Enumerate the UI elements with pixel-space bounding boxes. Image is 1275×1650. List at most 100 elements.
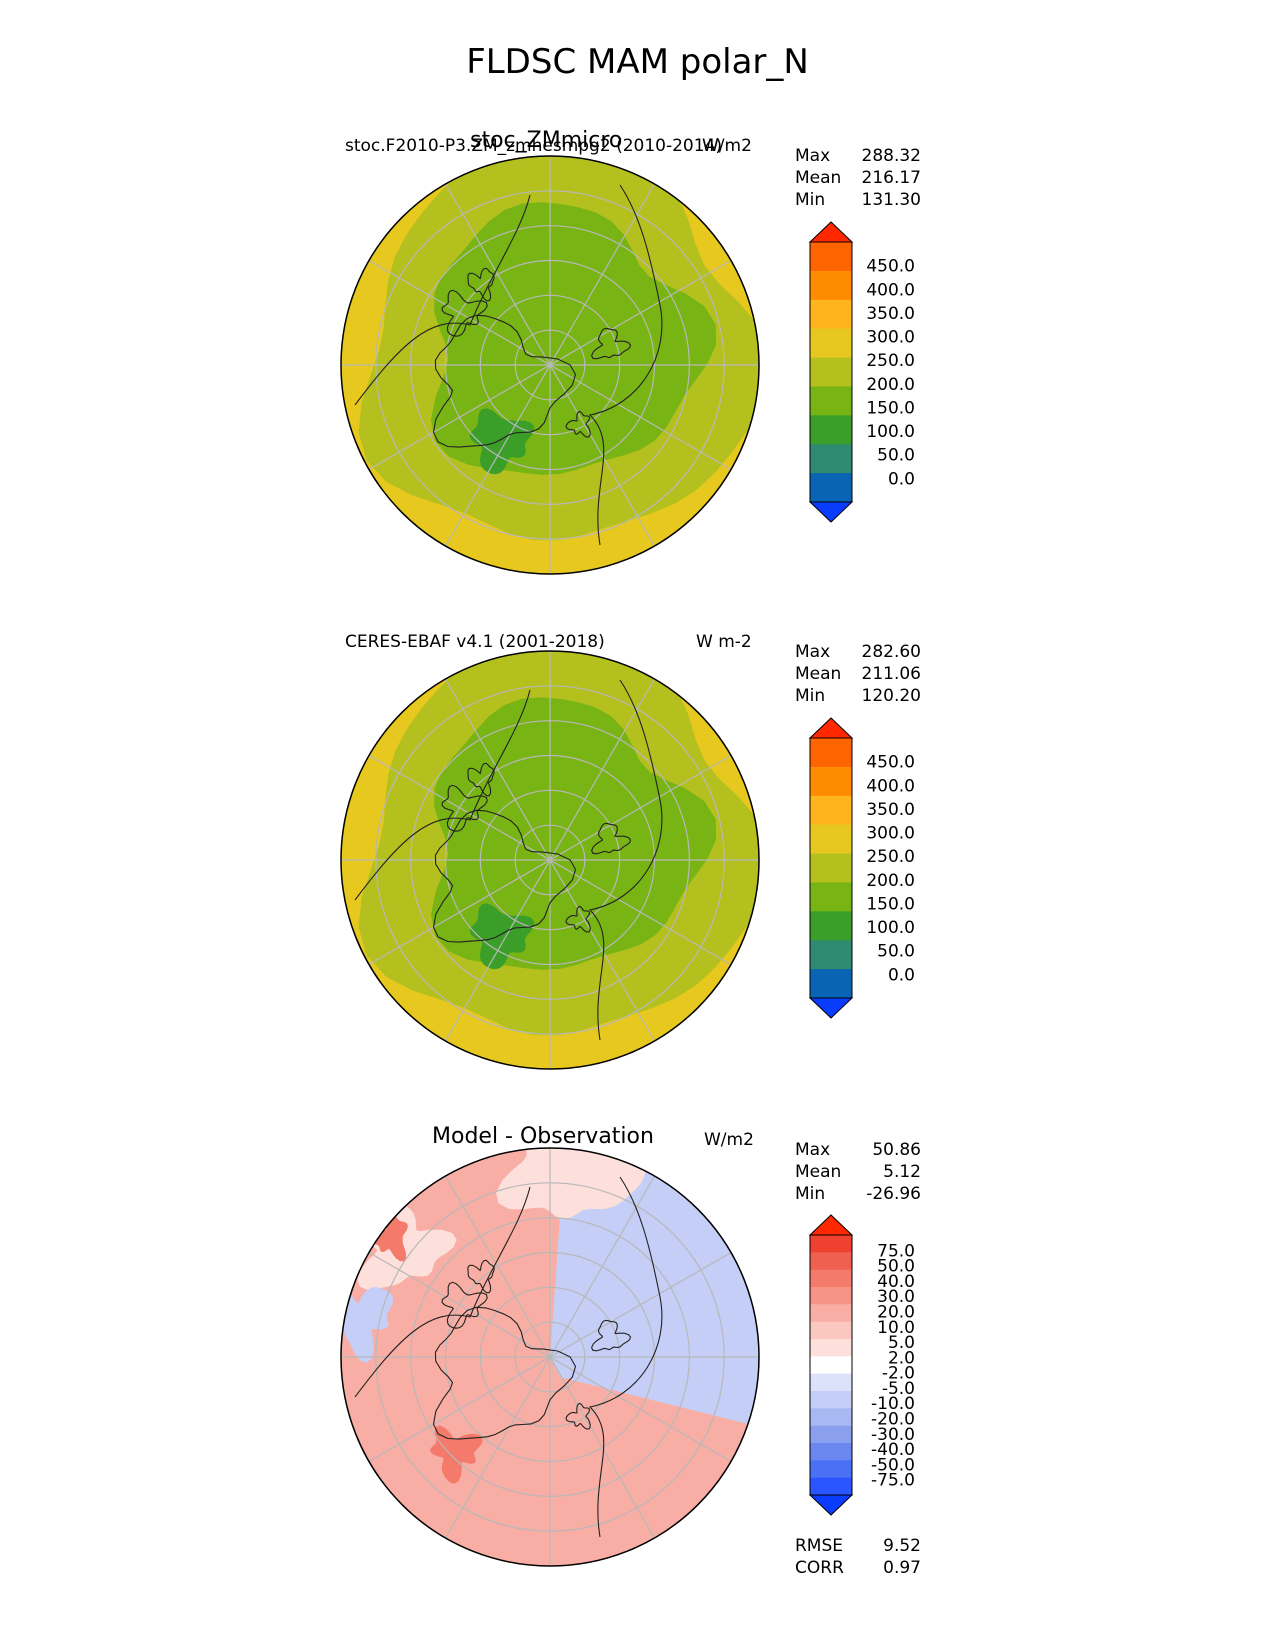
field-light-region xyxy=(496,1148,646,1219)
colorbar-segment xyxy=(810,1391,852,1409)
colorbar-tick-label: 75.0 xyxy=(877,1241,915,1261)
panel-1-center-title: stoc_ZMmicro xyxy=(470,128,623,153)
colorbar-tick-label: 450.0 xyxy=(866,753,915,773)
colorbar-tick-label: 2.0 xyxy=(888,1348,915,1368)
panel-2-map xyxy=(340,650,760,1070)
panel-2-max: 282.60 xyxy=(861,642,921,662)
panel-1-colorbar: 450.0 400.0 350.0 300.0 250.0 200.0 150.0 100.0… xyxy=(808,221,915,523)
panel-3-colorbar: 75.050.040.030.020.010.05.02.0-2.0-5.0-1… xyxy=(808,1214,915,1516)
colorbar-tick-label: 100.0 xyxy=(866,918,915,938)
island-coastline xyxy=(441,1281,488,1329)
colorbar-segment xyxy=(810,824,852,855)
north-america-coastline xyxy=(354,1186,531,1398)
colorbar-tick-label: -5.0 xyxy=(882,1379,915,1399)
panel-3-units: W/m2 xyxy=(704,1130,754,1150)
island-coastline xyxy=(467,267,495,302)
island-coastline xyxy=(590,327,632,360)
colorbar-tick-label: 150.0 xyxy=(866,894,915,914)
colorbar-max-extension xyxy=(808,1214,854,1236)
colorbar-segment xyxy=(810,738,852,768)
island-coastline xyxy=(565,1402,591,1430)
panel-3-rmse: 9.52 xyxy=(883,1536,921,1556)
colorbar-min-extension xyxy=(808,997,854,1019)
colorbar-tick-label: 300.0 xyxy=(866,328,915,348)
colorbar-tick-label: 10.0 xyxy=(877,1318,915,1338)
greenland-coastline xyxy=(432,314,577,448)
colorbar-min-extension xyxy=(808,501,854,523)
field-strong-positive xyxy=(366,1213,408,1262)
colorbar-tick-label: 0.0 xyxy=(888,965,915,985)
colorbar-tick-label: 400.0 xyxy=(866,280,915,300)
colorbar-min-extension xyxy=(808,1494,854,1516)
colorbar-segment xyxy=(810,940,852,970)
colorbar-segment xyxy=(810,1356,852,1375)
colorbar-segment xyxy=(810,415,852,445)
colorbar-frame xyxy=(809,737,853,999)
colorbar-segment xyxy=(810,1321,852,1340)
colorbar-tick-label: -75.0 xyxy=(871,1471,915,1491)
colorbar-segment xyxy=(810,1235,852,1253)
colorbar-tick-label: 150.0 xyxy=(866,398,915,418)
field-strong-positive xyxy=(430,1425,483,1484)
eurasia-coastline xyxy=(588,679,663,1041)
panel-2-colorbar: 450.0 400.0 350.0 300.0 250.0 200.0 150.0 100.0… xyxy=(808,717,915,1019)
colorbar-frame xyxy=(809,1234,853,1496)
colorbar-tick-label: 5.0 xyxy=(888,1333,915,1353)
colorbar-tick-label: 250.0 xyxy=(866,351,915,371)
map-boundary xyxy=(340,1147,760,1567)
colorbar-tick-label: -30.0 xyxy=(871,1425,915,1445)
panel-1-map xyxy=(340,155,760,575)
colorbar-segment xyxy=(810,1477,852,1496)
colorbar-segment xyxy=(810,766,852,797)
panel-3-map xyxy=(340,1147,760,1567)
colorbar-tick-label: -50.0 xyxy=(871,1455,915,1475)
meridian-line xyxy=(368,754,732,966)
colorbar-segment xyxy=(810,1373,852,1392)
colorbar-segment xyxy=(810,242,852,272)
panel-1-units: W/m2 xyxy=(702,136,752,156)
north-america-coastline xyxy=(354,194,531,406)
colorbar-segment xyxy=(810,911,852,941)
panel-1-mean: 216.17 xyxy=(861,168,921,188)
island-coastline xyxy=(590,822,632,855)
panel-3-stats: Max 50.86 Mean 5.12 Min -26.96 xyxy=(795,1140,921,1204)
colorbar-tick-label: 200.0 xyxy=(866,871,915,891)
island-coastline xyxy=(467,762,495,797)
colorbar-segment xyxy=(810,386,852,416)
map-boundary xyxy=(340,650,760,1070)
panel-2-mean: 211.06 xyxy=(861,664,921,684)
meridian-line xyxy=(368,1251,732,1463)
coastlines xyxy=(354,184,663,546)
island-coastline xyxy=(590,1319,632,1352)
colorbar-segment xyxy=(810,853,852,883)
panel-1-stats: Max 288.32 Mean 216.17 Min 131.30 xyxy=(795,146,921,210)
colorbar-segment xyxy=(810,1443,852,1461)
colorbar-segment xyxy=(810,444,852,474)
colorbar-segment xyxy=(810,969,852,999)
colorbar-segment xyxy=(810,328,852,359)
colorbar-tick-label: 350.0 xyxy=(866,304,915,324)
panel-2-min: 120.20 xyxy=(861,686,921,706)
colorbar-tick-label: 350.0 xyxy=(866,800,915,820)
colorbar-segment xyxy=(810,473,852,503)
colorbar-max-extension xyxy=(808,717,854,739)
colorbar-tick-label: 50.0 xyxy=(877,446,915,466)
colorbar-tick-label: 30.0 xyxy=(877,1287,915,1307)
panel-1-max: 288.32 xyxy=(861,146,921,166)
colorbar-tick-label: 20.0 xyxy=(877,1302,915,1322)
map-boundary xyxy=(340,155,760,575)
meridian-line xyxy=(368,259,732,471)
colorbar-segment xyxy=(810,882,852,912)
colorbar-frame xyxy=(809,241,853,503)
colorbar-max-extension xyxy=(808,221,854,243)
coastlines xyxy=(354,679,663,1041)
greenland-coastline xyxy=(432,1306,577,1440)
colorbar-tick-label: -10.0 xyxy=(871,1394,915,1414)
panel-3-title: Model - Observation xyxy=(432,1124,654,1149)
island-coastline xyxy=(565,905,591,933)
colorbar-tick-label: 40.0 xyxy=(877,1272,915,1292)
panel-1-case-label: stoc.F2010-P3.ZM_zmhesmpg2 (2010-2014) xyxy=(345,136,722,156)
panel-2-obs-label: CERES-EBAF v4.1 (2001-2018) xyxy=(345,632,605,652)
colorbar-segment xyxy=(810,1269,852,1288)
colorbar-segment xyxy=(810,1287,852,1305)
